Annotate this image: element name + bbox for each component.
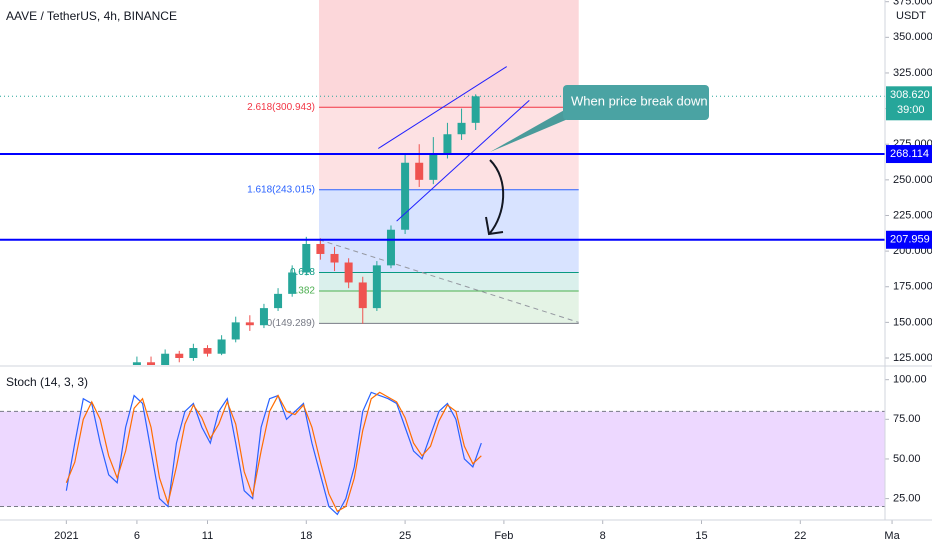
- candle-body: [231, 322, 240, 340]
- candle-body: [132, 362, 141, 365]
- candle-body: [91, 387, 99, 394]
- candle-body: [429, 154, 438, 180]
- axes: 375.000350.000325.000300.000275.000250.0…: [54, 0, 932, 542]
- candle-body: [330, 253, 339, 263]
- callout-box: [563, 85, 709, 120]
- arrow-head: [485, 216, 504, 236]
- countdown: 39:00: [897, 104, 925, 116]
- y-tick-label: 175.000: [893, 281, 932, 293]
- callout: When price break down: [490, 85, 709, 152]
- candle-body: [302, 243, 311, 273]
- fib-label: 0(149.289): [267, 318, 315, 329]
- fib-label: 1.618(243.015): [247, 184, 315, 195]
- stoch-tick-label: 100.00: [893, 374, 927, 386]
- y-tick-label: 325.000: [893, 67, 932, 79]
- candle-body: [175, 353, 184, 358]
- candle-body: [274, 293, 283, 309]
- trendline: [318, 239, 579, 323]
- stoch-pane: [0, 391, 885, 516]
- candle-body: [471, 96, 480, 123]
- candle-body: [161, 353, 170, 365]
- candle-body: [245, 322, 254, 326]
- candle-body: [401, 162, 410, 230]
- last-price-tag: [886, 86, 932, 121]
- y-tick-label: 350.000: [893, 31, 932, 43]
- candle-body: [203, 348, 212, 354]
- candle-body: [358, 282, 367, 309]
- x-tick-label: 15: [695, 530, 707, 542]
- price-tag-label: 268.114: [890, 148, 929, 160]
- fib-label: 0.382: [290, 286, 315, 297]
- y-tick-label: 125.000: [893, 352, 932, 364]
- x-tick-label: 11: [202, 530, 213, 542]
- stoch-tick-label: 75.00: [893, 413, 921, 425]
- last-price-label: 308.620: [890, 89, 930, 101]
- candle-body: [217, 339, 226, 354]
- x-tick-label: 22: [794, 530, 806, 542]
- candle-body: [443, 134, 452, 155]
- price-tag: [886, 230, 932, 249]
- stoch-tick-label: 25.00: [893, 493, 921, 505]
- candle-body: [372, 265, 381, 309]
- candle-body: [316, 243, 325, 254]
- price-tag: [886, 145, 932, 164]
- candle-body: [259, 308, 268, 326]
- fib-zone: [318, 189, 579, 273]
- candle-body: [415, 162, 424, 180]
- x-tick-label: 6: [134, 530, 140, 542]
- candle-body: [62, 401, 70, 408]
- y-tick-label: 375.000: [893, 0, 932, 8]
- candle-body: [344, 262, 353, 283]
- fib-label: 0.618: [290, 267, 315, 278]
- stoch-title: Stoch (14, 3, 3): [6, 375, 88, 389]
- y-tick-label: 150.000: [893, 316, 932, 328]
- x-tick-label: Ma: [884, 530, 900, 542]
- fib-label: 2.618(300.943): [247, 102, 315, 113]
- candle-body: [386, 229, 395, 266]
- fib-zone: [318, 0, 579, 108]
- y-tick-label: 250.000: [893, 174, 932, 186]
- candle-body: [189, 348, 198, 358]
- y-tick-label: 200.000: [893, 245, 932, 257]
- x-tick-label: 8: [600, 530, 606, 542]
- callout-text: When price break down: [571, 93, 708, 108]
- price-tag-label: 207.959: [890, 234, 930, 246]
- chart-title: AAVE / TetherUS, 4h, BINANCE: [6, 9, 177, 23]
- x-tick-label: 25: [399, 530, 411, 542]
- candle-body: [105, 379, 113, 386]
- candle-body: [457, 122, 466, 135]
- x-tick-label: 18: [300, 530, 312, 542]
- candle-body: [288, 272, 297, 294]
- callout-pointer: [490, 104, 575, 152]
- arrow: [489, 159, 505, 234]
- channel-line: [396, 99, 530, 222]
- x-tick-label: Feb: [494, 530, 513, 542]
- stoch-line: [65, 391, 482, 513]
- channel-line: [378, 66, 507, 149]
- fib-zone: [318, 291, 579, 324]
- stoch-band: [0, 411, 885, 507]
- candle-body: [119, 372, 127, 379]
- stoch-line: [65, 391, 482, 516]
- stoch-tick-label: 50.00: [893, 453, 921, 465]
- candle-body: [147, 362, 156, 365]
- y-tick-label: 225.000: [893, 209, 932, 221]
- price-pane: 2.618(300.943) 1.618(243.015) 0.618 0.382 0(…: [0, 0, 885, 408]
- fib-zone: [318, 272, 579, 292]
- currency: USDT: [896, 10, 926, 22]
- x-tick-label: 2021: [54, 530, 78, 542]
